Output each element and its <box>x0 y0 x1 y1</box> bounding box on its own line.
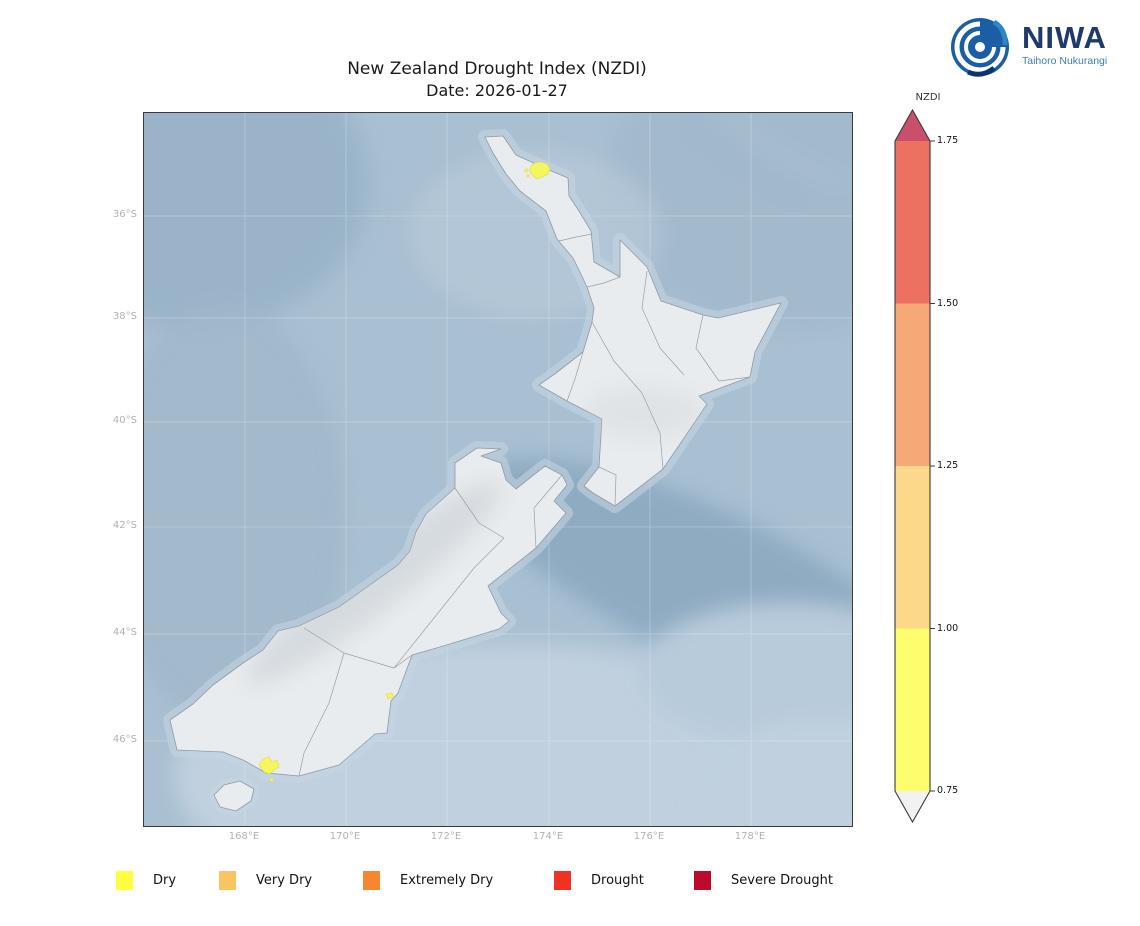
legend-label: Drought <box>591 873 644 888</box>
colorbar-svg <box>894 108 935 824</box>
lon-tick-label: 178°E <box>734 831 766 842</box>
legend-label: Dry <box>153 873 177 888</box>
niwa-logo: NIWA Taihoro Nukurangi <box>948 10 1128 80</box>
colorbar-segment <box>895 303 930 466</box>
drought-patch-speck <box>269 777 274 782</box>
legend-swatch-dry <box>116 871 133 890</box>
colorbar-over-arrow <box>895 110 930 141</box>
colorbar-tick-label: 1.50 <box>937 298 959 309</box>
region-boundaries <box>298 233 751 777</box>
legend-label: Very Dry <box>256 873 313 888</box>
stewart-island <box>213 780 255 812</box>
lat-tick-label: 46°S <box>112 734 137 745</box>
drought-patch-speck <box>526 174 530 178</box>
lon-tick-label: 174°E <box>532 831 564 842</box>
colorbar-segment <box>895 141 930 304</box>
lat-tick-label: 44°S <box>112 627 137 638</box>
relief-shading <box>246 388 704 684</box>
legend-label: Extremely Dry <box>400 873 494 888</box>
title-block: New Zealand Drought Index (NZDI) Date: 2… <box>347 58 647 102</box>
drought-patch-southland <box>258 756 280 775</box>
drought-patches <box>258 161 551 782</box>
legend-swatch-extremely-dry <box>363 871 380 890</box>
lon-tick-label: 168°E <box>228 831 260 842</box>
legend-item: Severe Drought <box>694 871 833 890</box>
colorbar-tick-label: 0.75 <box>937 785 959 796</box>
colorbar-tick-label: 1.25 <box>937 460 959 471</box>
colorbar-tick-label: 1.75 <box>937 135 959 146</box>
lon-tick-label: 170°E <box>329 831 361 842</box>
lon-tick-label: 176°E <box>633 831 665 842</box>
colorbar-tick-label: 1.00 <box>937 623 959 634</box>
legend-swatch-severe-drought <box>694 871 711 890</box>
lat-tick-label: 40°S <box>112 415 137 426</box>
logo-name: NIWA <box>1022 20 1107 55</box>
colorbar <box>885 90 995 835</box>
colorbar-title: NZDI <box>915 92 941 103</box>
drought-patch-otago <box>385 692 394 700</box>
chart-date: Date: 2026-01-27 <box>426 81 568 100</box>
colorbar-under-arrow <box>895 791 930 822</box>
colorbar-segment <box>895 628 930 791</box>
map-svg <box>19 33 984 913</box>
legend-swatch-very-dry <box>219 871 236 890</box>
legend-swatch-drought <box>554 871 571 890</box>
legend: Dry Very Dry Extremely Dry Drought Sever… <box>0 868 1140 902</box>
drought-patch-northland <box>529 161 551 180</box>
legend-label: Severe Drought <box>731 873 833 888</box>
drought-patch-speck <box>524 168 529 173</box>
lat-tick-label: 42°S <box>112 520 137 531</box>
colorbar-tick-marks <box>930 140 935 792</box>
lat-tick-label: 38°S <box>112 311 137 322</box>
legend-item: Dry <box>116 871 176 890</box>
lon-tick-label: 172°E <box>430 831 462 842</box>
legend-item: Drought <box>554 871 644 890</box>
legend-item: Very Dry <box>219 871 312 890</box>
niwa-koru-icon <box>951 18 1009 77</box>
logo-subtitle: Taihoro Nukurangi <box>1022 55 1108 67</box>
chart-title: New Zealand Drought Index (NZDI) <box>347 59 647 79</box>
map-panel <box>19 33 984 913</box>
legend-item: Extremely Dry <box>363 871 493 890</box>
lat-tick-label: 36°S <box>112 209 137 220</box>
colorbar-segment <box>895 466 930 629</box>
